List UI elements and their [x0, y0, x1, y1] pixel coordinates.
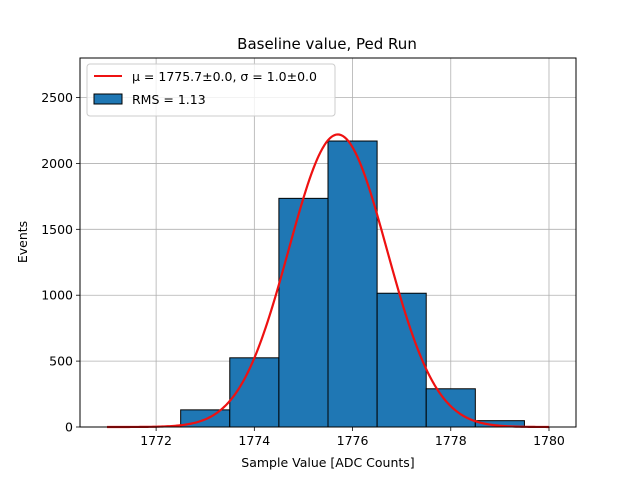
y-tick-label: 2500: [41, 90, 73, 105]
legend-rms-swatch: [93, 93, 123, 105]
y-tick-label: 1000: [41, 288, 73, 303]
y-tick-label: 1500: [41, 222, 73, 237]
fit-curve-group: [107, 133, 549, 429]
y-axis-label: Events: [15, 221, 30, 263]
x-axis-ticks: 1772 1774 1776 1778 1780: [140, 427, 565, 448]
x-tick-label: 1780: [533, 433, 565, 448]
histogram-bars: [180, 140, 525, 428]
x-tick-label: 1776: [337, 433, 369, 448]
histogram-bar: [425, 388, 476, 428]
legend-rms-label: RMS = 1.13: [132, 92, 206, 107]
legend-fit-label: μ = 1775.7±0.0, σ = 1.0±0.0: [132, 69, 317, 84]
y-axis-ticks: 0 500 1000 1500 2000 2500: [41, 90, 80, 435]
gaussian-fit-curve: [107, 133, 549, 429]
legend-box: [86, 63, 336, 117]
histogram-bar: [376, 292, 427, 428]
y-tick-label: 0: [65, 420, 73, 435]
y-tick-label: 2000: [41, 156, 73, 171]
histogram-bar: [278, 197, 329, 428]
x-tick-label: 1778: [435, 433, 467, 448]
chart-title: Baseline value, Ped Run: [237, 35, 417, 53]
x-axis-label: Sample Value [ADC Counts]: [241, 455, 414, 470]
x-tick-label: 1774: [238, 433, 270, 448]
legend: μ = 1775.7±0.0, σ = 1.0±0.0 RMS = 1.13: [86, 63, 336, 117]
plot-frame: [79, 57, 577, 428]
x-tick-label: 1772: [140, 433, 172, 448]
histogram-bar: [327, 140, 378, 428]
y-tick-label: 500: [49, 354, 73, 369]
